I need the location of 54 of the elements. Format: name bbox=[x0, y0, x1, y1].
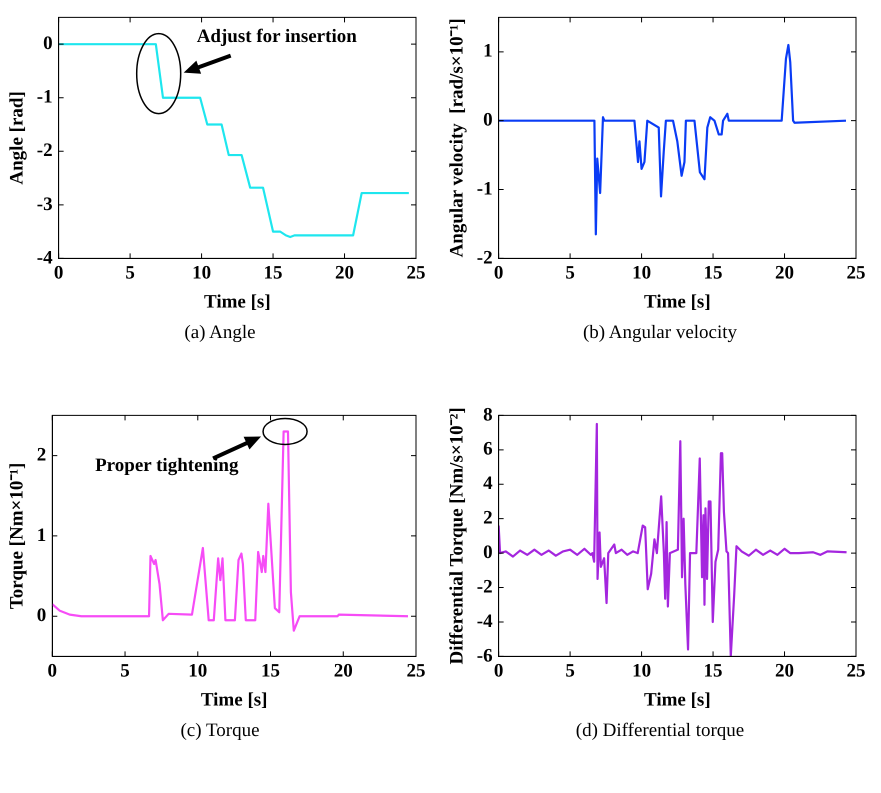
y-tick-label: 0 bbox=[483, 542, 493, 564]
x-axis-title: Time [s] bbox=[200, 690, 268, 711]
y-tick-label: -6 bbox=[476, 645, 493, 666]
text: (b) Angular velocity bbox=[582, 322, 738, 344]
x-tick-label: 5 bbox=[565, 262, 575, 284]
x-tick-label: 25 bbox=[406, 262, 426, 284]
x-tick-label: 10 bbox=[632, 660, 652, 682]
x-tick-label: 20 bbox=[335, 262, 354, 284]
x-tick-label: 20 bbox=[775, 660, 794, 682]
y-axis-title: Angle [rad] bbox=[6, 91, 28, 185]
y-tick-label: 0 bbox=[36, 605, 46, 626]
y-tick-label: 1 bbox=[36, 524, 46, 546]
annotation: Proper tightening bbox=[95, 455, 238, 478]
y-tick-label: -2 bbox=[476, 576, 493, 598]
x-tick-label: 25 bbox=[846, 660, 866, 682]
x-tick-label: 20 bbox=[334, 660, 353, 682]
y-axis-title: Differential Torque [Nm/s×10⁻²] bbox=[446, 407, 468, 664]
x-axis-title: Time [s] bbox=[644, 292, 711, 313]
y-tick-label: 4 bbox=[483, 473, 494, 494]
text: (c) Torque bbox=[179, 720, 261, 742]
text: (d) Differential torque bbox=[574, 720, 746, 742]
y-tick-label: 1 bbox=[483, 40, 493, 62]
x-tick-label: 10 bbox=[632, 262, 652, 284]
y-tick-label: 2 bbox=[483, 508, 493, 529]
x-tick-label: 15 bbox=[704, 660, 723, 682]
y-tick-label: -3 bbox=[36, 194, 53, 215]
y-tick-label: -2 bbox=[476, 247, 493, 268]
x-tick-label: 5 bbox=[120, 660, 130, 682]
x-tick-label: 20 bbox=[775, 262, 794, 284]
y-tick-label: -4 bbox=[36, 247, 54, 268]
y-tick-label: -4 bbox=[476, 610, 494, 632]
y-axis-title: Torque [Nm×10⁻¹] bbox=[6, 462, 28, 610]
annotation: Adjust for insertion bbox=[196, 26, 357, 48]
x-tick-label: 10 bbox=[192, 262, 212, 284]
x-tick-label: 5 bbox=[565, 660, 575, 682]
x-tick-label: 25 bbox=[846, 262, 866, 284]
x-tick-label: 5 bbox=[125, 262, 135, 284]
y-tick-label: 0 bbox=[483, 110, 493, 131]
x-tick-label: 15 bbox=[261, 660, 280, 682]
x-tick-label: 10 bbox=[188, 660, 208, 682]
y-tick-label: 0 bbox=[43, 33, 53, 54]
x-tick-label: 25 bbox=[406, 660, 426, 682]
x-tick-label: 15 bbox=[704, 262, 723, 284]
y-tick-label: -1 bbox=[476, 178, 493, 200]
y-axis-title: Angular velocity [rad/s×10⁻¹] bbox=[446, 18, 468, 258]
y-tick-label: 2 bbox=[36, 444, 46, 466]
x-axis-title: Time [s] bbox=[204, 292, 271, 313]
y-tick-label: 6 bbox=[483, 438, 493, 460]
y-tick-label: 8 bbox=[483, 404, 493, 426]
y-tick-label: -2 bbox=[36, 140, 53, 162]
y-tick-label: -1 bbox=[36, 86, 53, 108]
x-tick-label: 15 bbox=[264, 262, 283, 284]
text: (a) Angle bbox=[183, 322, 257, 344]
x-axis-title: Time [s] bbox=[644, 690, 711, 711]
